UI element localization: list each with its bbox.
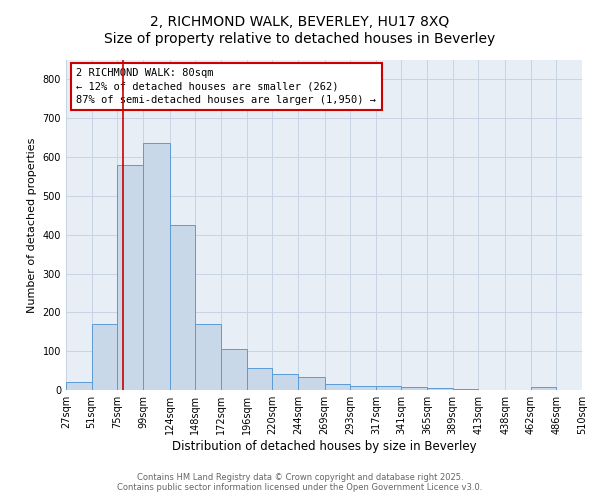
Bar [350,386,376,390]
Y-axis label: Number of detached properties: Number of detached properties [27,138,37,312]
Bar [376,386,401,390]
X-axis label: Distribution of detached houses by size in Beverley: Distribution of detached houses by size … [172,440,476,453]
Bar [117,165,143,390]
Text: 2 RICHMOND WALK: 80sqm
← 12% of detached houses are smaller (262)
87% of semi-de: 2 RICHMOND WALK: 80sqm ← 12% of detached… [76,68,376,104]
Bar [453,389,478,390]
Bar [170,225,195,390]
Bar [221,349,247,390]
Bar [195,324,221,390]
Bar [66,382,92,390]
Bar [325,384,350,390]
Bar [531,388,556,390]
Bar [92,324,117,390]
Bar [143,144,170,390]
Bar [427,388,453,390]
Bar [401,388,427,390]
Bar [272,374,298,390]
Bar [247,368,272,390]
Text: Contains HM Land Registry data © Crown copyright and database right 2025.
Contai: Contains HM Land Registry data © Crown c… [118,473,482,492]
Bar [298,377,325,390]
Text: Size of property relative to detached houses in Beverley: Size of property relative to detached ho… [104,32,496,46]
Text: 2, RICHMOND WALK, BEVERLEY, HU17 8XQ: 2, RICHMOND WALK, BEVERLEY, HU17 8XQ [151,15,449,29]
